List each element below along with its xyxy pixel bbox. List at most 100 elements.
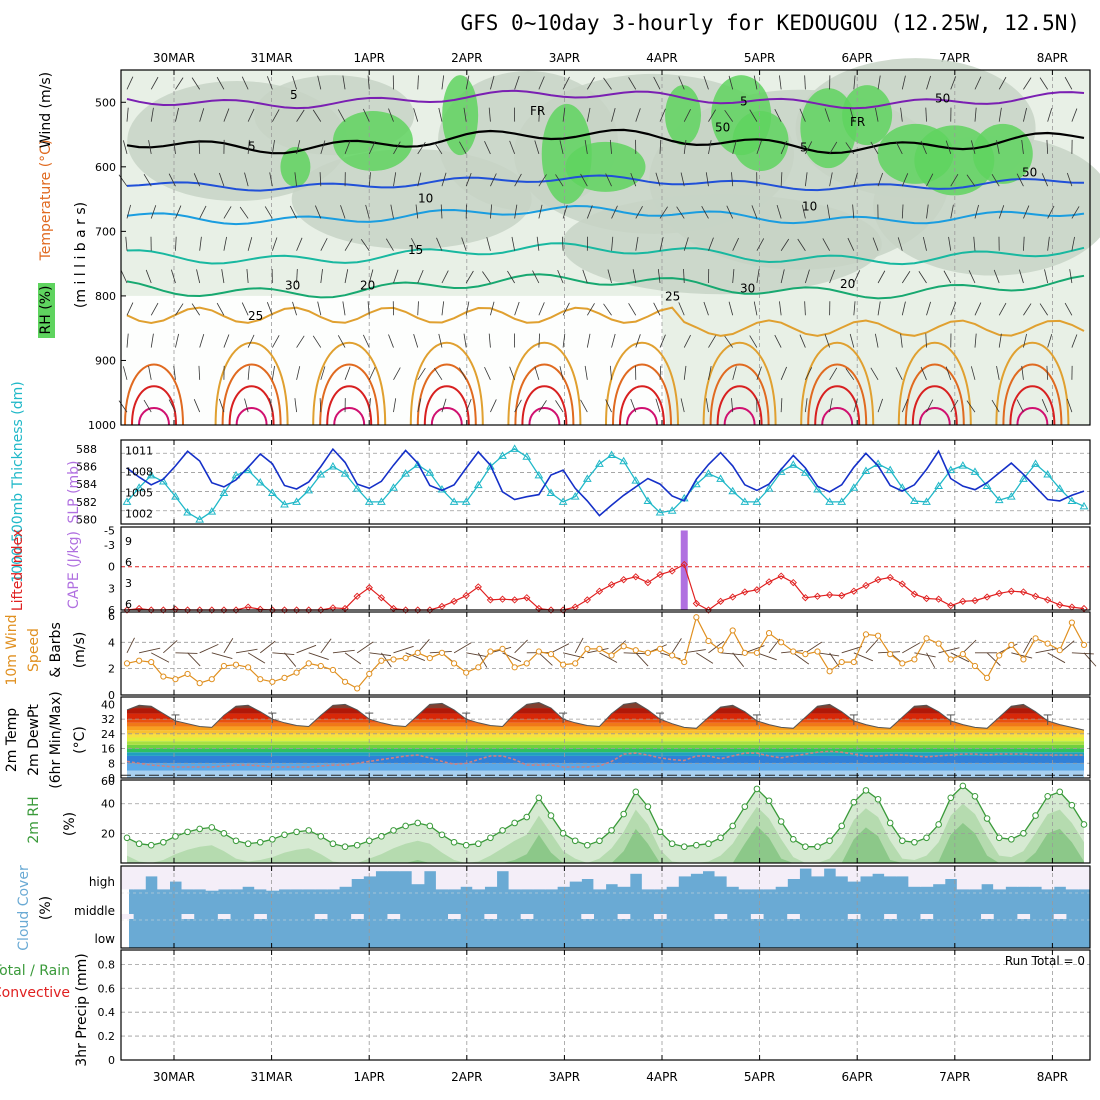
wind-barb [877,172,883,187]
wind10-barb [187,652,201,667]
thickness-marker [1079,501,1089,510]
wind-barb [991,173,1000,187]
thickness-marker [861,466,871,474]
wind-barb [1069,269,1073,284]
wind10-barb [259,640,276,654]
wind-barb [319,172,322,187]
lifted-marker [196,606,204,614]
rh-marker [971,793,979,800]
cloud-high-clear [205,866,219,891]
temp-tick-label: 32 [101,713,115,726]
wind10-marker [220,662,228,670]
wind-barb [555,400,564,413]
wind10-marker [547,651,555,658]
rh-marker [935,821,942,828]
wind10-marker [983,674,991,681]
wind-barb [486,237,491,251]
lifted-marker [317,606,325,614]
rh-marker [596,837,603,845]
wind-barb [705,398,709,413]
wind-barb [943,270,952,284]
wind-barb [731,398,734,413]
wind-barb [895,141,903,155]
wind-barb [223,334,230,348]
wind10-marker [971,662,979,670]
bottom-day-label: 31MAR [251,1070,293,1084]
wind-barb [199,334,205,348]
wind-barb [732,140,737,155]
top-day-label: 5APR [744,51,775,65]
temp-band [127,722,1084,727]
temp-axis-label-3: (6hr Min/Max) [48,691,64,788]
wind10-barb [926,652,936,668]
cloud-high-clear [338,866,352,887]
rh-marker [1020,830,1027,837]
wind-barb [191,77,201,90]
wind-barb [635,108,641,122]
wind-barb [1046,365,1049,380]
wind10-marker [669,652,676,659]
rh-marker [160,838,167,846]
top-day-label: 3APR [549,51,580,65]
wind10-marker [136,657,143,664]
wind-barb [724,109,734,122]
wind-barb [774,334,782,348]
wind-barb [247,334,255,348]
wind-barb [562,76,570,90]
rh-marker [1068,801,1076,809]
cloud-high-clear [133,866,146,890]
cape-axis-label: CAPE (J/kg) [66,531,82,609]
wind-barb [417,75,419,90]
wind-barb [950,302,957,316]
wind-barb [247,108,255,122]
contour-label: FR [530,104,545,118]
wind10-marker [632,647,639,654]
wind-barb [488,333,491,348]
thickness-marker [425,468,435,476]
wind10-marker [778,639,785,646]
thickness-marker [498,451,507,459]
wind-barb [417,141,426,155]
wind10-tick-label: 4 [108,636,115,649]
wind-barb [514,399,522,413]
wind-barb [289,205,297,219]
wind-barb [461,237,467,251]
wind-barb [393,269,399,284]
thickness-marker [934,481,944,489]
cloud-mid-clear [314,914,328,919]
wind-barb [780,172,783,187]
wind10-barb [962,639,977,654]
rh-marker [717,834,724,842]
wind10-tick-label: 6 [108,610,115,623]
wind-barb [532,270,540,284]
cloud-mid-clear [217,914,231,919]
cloud-mid-clear [254,914,267,919]
lifted-marker [813,592,822,600]
wind-barb [196,269,201,284]
wind-barb [223,108,230,122]
wind-barb [126,204,132,219]
wind-barb [996,140,1000,154]
thickness-line [126,448,1085,521]
wind-barb [514,75,520,90]
wind10-barb [902,642,920,654]
y-tick-label: 1000 [88,419,116,432]
temp-band [127,730,1084,734]
wind-barb [417,398,422,413]
wind-barb [607,269,612,284]
wind10-marker [790,648,797,655]
wind-barb [368,269,374,284]
rh-shading-green [280,146,311,187]
thickness-marker [1055,484,1065,492]
wind10-marker [535,648,542,655]
cloud-mid-clear [520,914,534,919]
wind10-barb [211,652,233,660]
thickness-marker [922,497,931,505]
wind-barb [365,204,370,219]
thickness-marker [389,483,398,491]
wind-barb [705,172,709,187]
thickness-marker [994,495,1004,504]
wind-barb [799,334,806,348]
wind-barb [294,398,297,413]
wind-barb [368,141,376,155]
